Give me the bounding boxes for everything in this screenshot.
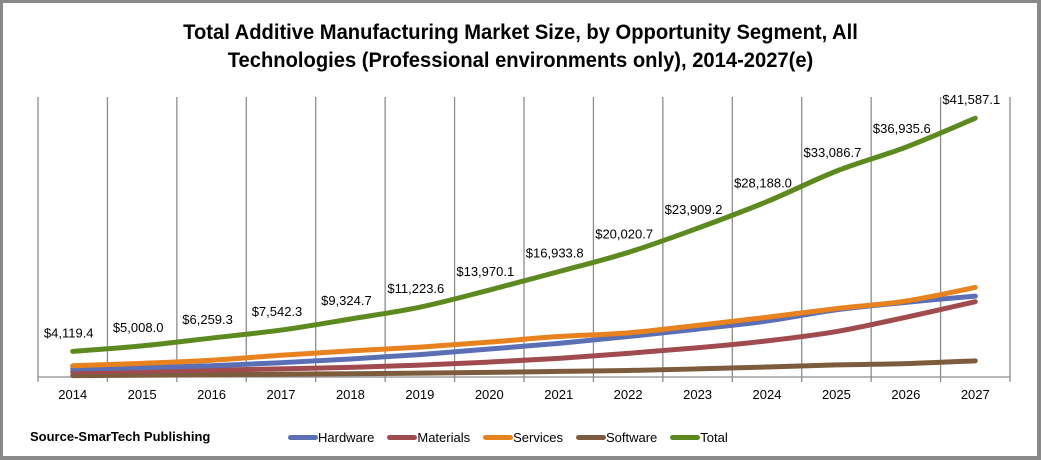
data-label-total: $20,020.7 xyxy=(595,226,653,241)
data-label-total: $28,188.0 xyxy=(734,176,792,191)
data-label-total: $23,909.2 xyxy=(665,202,723,217)
x-tick-label: 2019 xyxy=(405,387,434,402)
x-tick-label: 2015 xyxy=(128,387,157,402)
x-tick-label: 2014 xyxy=(58,387,87,402)
chart-title-line-1: Total Additive Manufacturing Market Size… xyxy=(183,21,858,44)
data-label-total: $36,935.6 xyxy=(873,121,931,136)
x-tick-label: 2022 xyxy=(614,387,643,402)
data-label-total: $33,086.7 xyxy=(804,145,862,160)
x-tick-label: 2026 xyxy=(891,387,920,402)
x-tick-label: 2020 xyxy=(475,387,504,402)
legend-label-software: Software xyxy=(605,430,658,445)
legend-item-total: Total xyxy=(670,430,728,445)
series-line-materials xyxy=(70,299,978,375)
legend-item-materials: Materials xyxy=(387,430,470,445)
series-line-software xyxy=(70,358,978,379)
x-tick-label: 2017 xyxy=(267,387,296,402)
legend-label-services: Services xyxy=(513,430,563,445)
legend: Hardware Materials Services Software Tot… xyxy=(288,430,741,445)
source-note: Source-SmarTech Publishing xyxy=(30,429,211,444)
legend-label-materials: Materials xyxy=(417,430,471,445)
data-label-total: $7,542.3 xyxy=(252,304,303,319)
legend-label-total: Total xyxy=(700,430,728,445)
legend-swatch-total xyxy=(670,435,701,440)
x-tick-label: 2023 xyxy=(683,387,712,402)
data-label-total: $4,119.4 xyxy=(44,325,94,340)
series-line-total xyxy=(70,115,978,354)
x-tick-label: 2024 xyxy=(753,387,782,402)
data-label-total: $5,008.0 xyxy=(113,320,164,335)
x-tick-label: 2027 xyxy=(961,387,990,402)
legend-item-software: Software xyxy=(575,430,658,445)
data-label-total: $16,933.8 xyxy=(526,246,584,261)
x-tick-label: 2025 xyxy=(822,387,851,402)
data-label-total: $11,223.6 xyxy=(387,281,444,296)
chart-title-line-2: Technologies (Professional environments … xyxy=(227,49,814,72)
legend-swatch-software xyxy=(575,435,606,440)
legend-item-hardware: Hardware xyxy=(288,430,374,445)
data-label-total: $41,587.1 xyxy=(942,92,1000,107)
legend-swatch-services xyxy=(483,435,514,440)
x-tick-label: 2016 xyxy=(197,387,226,402)
legend-item-services: Services xyxy=(483,430,563,445)
data-label-total: $6,259.3 xyxy=(182,312,233,327)
legend-swatch-hardware xyxy=(288,435,318,440)
x-tick-label: 2018 xyxy=(336,387,365,402)
legend-swatch-materials xyxy=(387,435,418,440)
series-line-services xyxy=(70,284,978,369)
legend-label-hardware: Hardware xyxy=(318,430,375,445)
x-tick-label: 2021 xyxy=(544,387,573,402)
data-label-total: $13,970.1 xyxy=(456,264,514,279)
data-label-total: $9,324.7 xyxy=(321,293,372,308)
chart-title: Total Additive Manufacturing Market Size… xyxy=(21,19,1020,75)
